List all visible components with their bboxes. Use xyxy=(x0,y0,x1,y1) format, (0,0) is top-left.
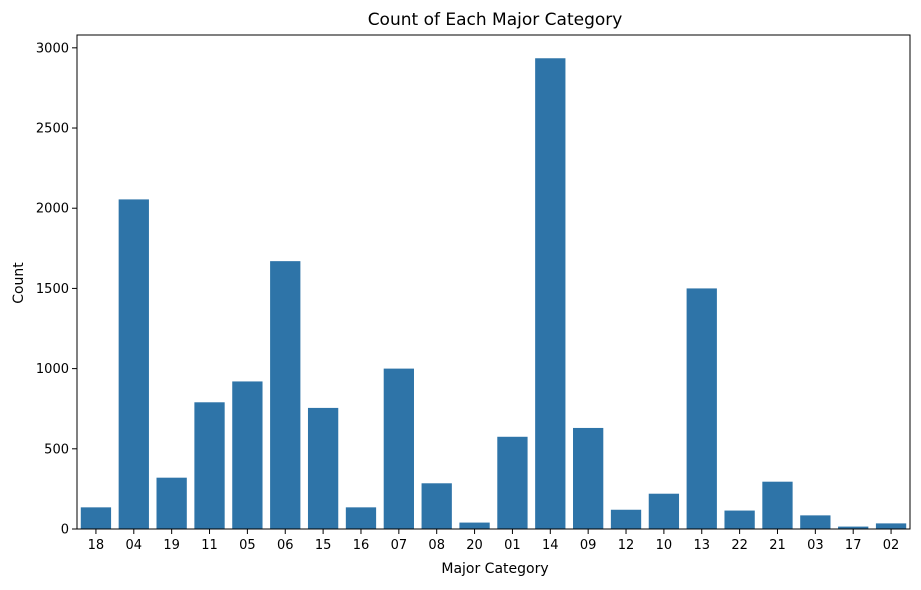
x-tick-label: 19 xyxy=(163,538,180,553)
bar-14 xyxy=(535,58,566,529)
bar-03 xyxy=(800,515,831,529)
bar-17 xyxy=(838,526,869,529)
x-tick-label: 15 xyxy=(315,538,332,553)
y-axis-ticks: 0 500 1000 1500 2000 2500 3000 xyxy=(36,41,77,538)
y-tick-label: 2500 xyxy=(36,122,69,137)
bar-22 xyxy=(724,510,755,529)
bar-05 xyxy=(232,381,263,529)
bar-09 xyxy=(573,427,604,529)
x-tick-label: 02 xyxy=(883,538,900,553)
bar-13 xyxy=(686,288,717,529)
bar-21 xyxy=(762,481,793,529)
chart-title: Count of Each Major Category xyxy=(368,10,623,30)
x-tick-label: 07 xyxy=(391,538,408,553)
x-tick-label: 03 xyxy=(807,538,824,553)
y-tick-label: 500 xyxy=(44,442,69,457)
x-axis-ticks: 18 04 19 11 05 06 15 16 07 08 20 01 14 09 12 10 13 22 21 03… xyxy=(88,529,900,553)
x-tick-label: 13 xyxy=(693,538,710,553)
x-tick-label: 18 xyxy=(88,538,105,553)
x-tick-label: 10 xyxy=(656,538,673,553)
x-tick-label: 21 xyxy=(769,538,786,553)
y-axis-title: Count xyxy=(11,262,27,304)
y-tick-label: 2000 xyxy=(36,202,69,217)
bar-15 xyxy=(307,407,339,529)
bar-11 xyxy=(194,402,225,529)
y-tick-label: 3000 xyxy=(36,41,69,56)
x-tick-label: 16 xyxy=(353,538,370,553)
bar-19 xyxy=(156,477,187,529)
bar-02 xyxy=(875,523,907,529)
y-tick-label: 1500 xyxy=(36,282,69,297)
plot-frame xyxy=(76,34,911,530)
x-tick-label: 17 xyxy=(845,538,862,553)
bar-18 xyxy=(80,507,112,529)
y-tick-label: 0 xyxy=(61,523,69,538)
x-tick-label: 09 xyxy=(580,538,597,553)
bar-04 xyxy=(118,199,149,529)
bar-08 xyxy=(421,483,452,529)
bars-group xyxy=(80,58,907,529)
bar-01 xyxy=(497,436,528,529)
bar-20 xyxy=(459,522,490,529)
x-tick-label: 12 xyxy=(618,538,635,553)
x-tick-label: 14 xyxy=(542,538,559,553)
bar-16 xyxy=(345,507,377,529)
x-tick-label: 05 xyxy=(239,538,256,553)
x-axis-title: Major Category xyxy=(441,561,548,577)
x-tick-label: 20 xyxy=(466,538,483,553)
bar-07 xyxy=(383,368,414,529)
x-tick-label: 22 xyxy=(731,538,748,553)
x-tick-label: 11 xyxy=(201,538,218,553)
x-tick-label: 01 xyxy=(504,538,521,553)
bar-06 xyxy=(270,261,301,529)
y-tick-label: 1000 xyxy=(36,362,69,377)
bar-12 xyxy=(610,509,642,529)
x-tick-label: 04 xyxy=(126,538,143,553)
bar-10 xyxy=(648,493,680,529)
x-tick-label: 06 xyxy=(277,538,294,553)
x-tick-label: 08 xyxy=(428,538,445,553)
